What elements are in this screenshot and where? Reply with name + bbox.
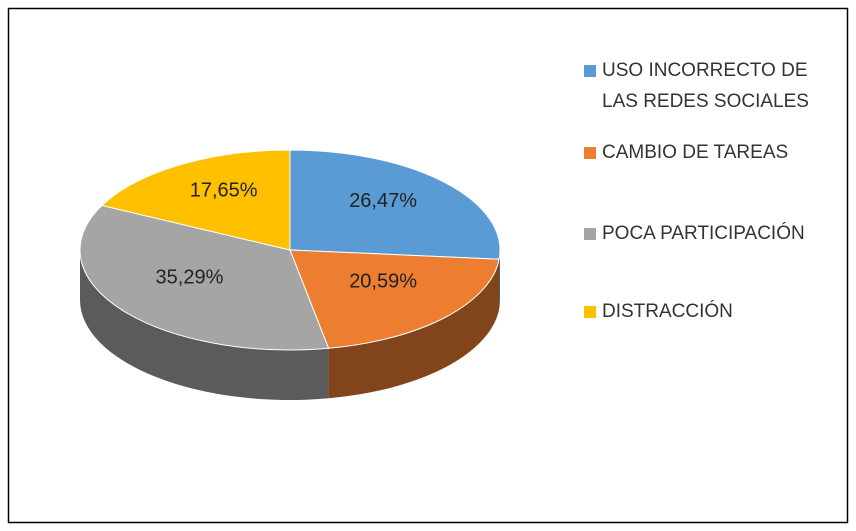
data-label: 17,65% bbox=[190, 179, 258, 201]
slice bbox=[79, 204, 330, 351]
data-label: 26,47% bbox=[349, 190, 417, 212]
legend-label: USO INCORRECTO DE LAS REDES SOCIALES bbox=[602, 60, 809, 112]
legend-entry: DISTRACCIÓN bbox=[584, 296, 846, 327]
slice bbox=[289, 249, 500, 349]
legend-label: DISTRACCIÓN bbox=[602, 301, 733, 322]
slice-side bbox=[80, 250, 329, 401]
data-label: 20,59% bbox=[349, 271, 417, 293]
legend-swatch bbox=[584, 147, 596, 159]
legend-label: CAMBIO DE TAREAS bbox=[602, 142, 789, 163]
slice bbox=[100, 149, 291, 251]
slice-side bbox=[328, 259, 500, 399]
legend-swatch bbox=[584, 65, 596, 77]
slice-side bbox=[499, 250, 500, 310]
data-label: 35,29% bbox=[156, 266, 224, 288]
slice bbox=[289, 149, 501, 260]
legend-entry: CAMBIO DE TAREAS bbox=[584, 137, 846, 168]
legend-label: POCA PARTICIPACIÓN bbox=[602, 223, 805, 244]
legend-entry: USO INCORRECTO DE LAS REDES SOCIALES bbox=[584, 55, 846, 117]
legend-swatch bbox=[584, 306, 596, 318]
legend-entry: POCA PARTICIPACIÓN bbox=[584, 218, 846, 249]
legend-swatch bbox=[584, 228, 596, 240]
